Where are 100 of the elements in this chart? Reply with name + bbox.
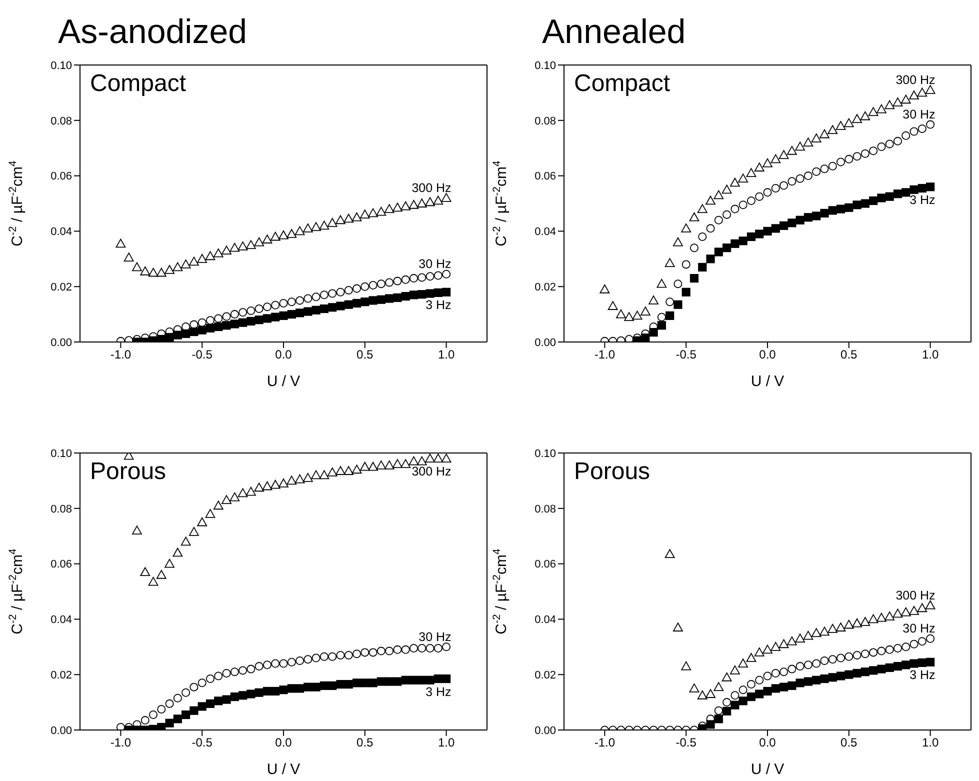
series-label: 30 Hz xyxy=(902,108,936,122)
point xyxy=(868,107,878,116)
point xyxy=(286,229,297,238)
point xyxy=(173,694,182,702)
point xyxy=(917,603,928,612)
point xyxy=(780,181,788,190)
point xyxy=(730,691,740,700)
point xyxy=(600,284,610,294)
point xyxy=(926,120,935,129)
point xyxy=(632,310,642,320)
point xyxy=(690,244,698,252)
point xyxy=(877,646,886,656)
point xyxy=(811,133,822,142)
point xyxy=(344,650,353,660)
point xyxy=(828,162,837,170)
point xyxy=(706,224,715,233)
point xyxy=(714,706,723,715)
point xyxy=(746,168,756,177)
point xyxy=(812,167,821,176)
point xyxy=(254,662,264,671)
point xyxy=(213,500,224,510)
point xyxy=(441,193,452,202)
point xyxy=(786,636,797,646)
x-tick-label: 0.5 xyxy=(356,348,374,362)
annotation: Compact xyxy=(574,70,670,98)
point xyxy=(246,486,256,496)
point xyxy=(164,265,174,274)
point xyxy=(352,284,362,293)
x-tick-label: -1.0 xyxy=(594,736,616,750)
point xyxy=(836,158,846,166)
point xyxy=(762,158,772,168)
point xyxy=(820,626,830,636)
point xyxy=(222,495,232,504)
point xyxy=(279,298,288,308)
point xyxy=(844,652,854,661)
point xyxy=(182,710,190,720)
point xyxy=(246,240,256,249)
point xyxy=(197,517,208,526)
point xyxy=(771,184,780,193)
series-label: 30 Hz xyxy=(418,630,452,644)
point xyxy=(762,644,772,654)
point xyxy=(360,462,370,471)
point xyxy=(722,244,732,252)
point xyxy=(230,668,239,676)
point xyxy=(860,650,870,658)
point xyxy=(925,600,936,610)
point xyxy=(401,645,410,654)
point xyxy=(279,659,288,668)
series-label: 3 Hz xyxy=(910,192,936,207)
point xyxy=(909,606,919,615)
point xyxy=(788,177,796,186)
point xyxy=(328,289,337,298)
point xyxy=(698,232,707,241)
point xyxy=(262,234,272,244)
x-tick-label: -1.0 xyxy=(110,736,132,750)
y-tick-label: 0.06 xyxy=(534,558,556,571)
x-tick-label: 0.0 xyxy=(759,736,776,750)
point xyxy=(697,690,708,700)
point xyxy=(352,650,362,658)
point xyxy=(408,200,419,209)
point xyxy=(213,248,224,258)
point xyxy=(238,241,248,250)
point xyxy=(795,634,806,643)
point xyxy=(344,466,354,475)
x-tick-label: 0.0 xyxy=(759,348,776,362)
point xyxy=(771,668,780,678)
point xyxy=(392,202,402,212)
point xyxy=(328,652,337,661)
point xyxy=(868,614,878,624)
point xyxy=(409,274,418,283)
point xyxy=(320,290,328,300)
point xyxy=(918,637,926,646)
y-tick-label: 0.04 xyxy=(534,226,556,238)
point xyxy=(198,702,206,711)
point xyxy=(344,286,353,294)
point xyxy=(788,664,796,674)
point xyxy=(182,688,190,697)
point xyxy=(893,644,902,653)
point xyxy=(648,296,658,304)
x-tick-label: 0.5 xyxy=(840,736,858,750)
point xyxy=(860,111,870,120)
x-axis-title: U / V xyxy=(266,373,300,390)
point xyxy=(140,567,150,576)
point xyxy=(780,668,788,676)
series-label: 300 Hz xyxy=(412,464,452,479)
point xyxy=(738,236,748,246)
point xyxy=(311,470,322,480)
point xyxy=(214,672,223,680)
point xyxy=(876,104,886,114)
point xyxy=(304,294,312,303)
point xyxy=(926,182,935,192)
point xyxy=(714,248,723,256)
x-tick-label: 0.0 xyxy=(275,348,292,362)
y-tick-label: 0.02 xyxy=(50,282,72,294)
point xyxy=(730,239,740,248)
point xyxy=(664,549,675,558)
point xyxy=(262,481,272,490)
point xyxy=(296,296,304,305)
point xyxy=(418,273,426,282)
point xyxy=(812,659,821,668)
